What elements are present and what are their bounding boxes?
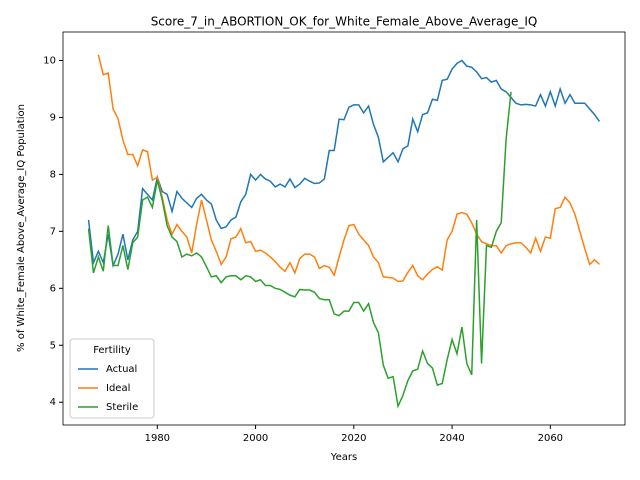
data-line: [87, 91, 512, 409]
legend-label: Sterile: [106, 402, 138, 413]
legend-box: [69, 338, 155, 419]
legend-label: Ideal: [106, 383, 130, 394]
y-tick-label: 6: [50, 283, 56, 294]
y-tick-label: 10: [43, 55, 56, 66]
y-tick-label: 7: [50, 226, 56, 237]
x-tick-label: 2060: [538, 433, 563, 444]
y-tick-label: 5: [50, 340, 56, 351]
y-axis-label: % of White_Female Above_Average_IQ Popul…: [16, 104, 27, 352]
x-tick-label: 2020: [341, 433, 366, 444]
x-tick-label: 2000: [243, 433, 268, 444]
plot-frame: [62, 31, 626, 426]
data-line: [87, 59, 601, 269]
y-tick-label: 9: [50, 112, 56, 123]
x-axis-label: Years: [330, 452, 357, 463]
y-tick-label: 4: [50, 397, 56, 408]
legend-title: Fertility: [93, 345, 131, 356]
data-line: [97, 54, 600, 283]
chart-title: Score_7_in_ABORTION_OK_for_White_Female_…: [151, 15, 538, 29]
x-tick-label: 1980: [145, 433, 170, 444]
x-tick-label: 2040: [439, 433, 464, 444]
y-tick-label: 8: [50, 169, 56, 180]
legend-label: Actual: [106, 364, 137, 375]
